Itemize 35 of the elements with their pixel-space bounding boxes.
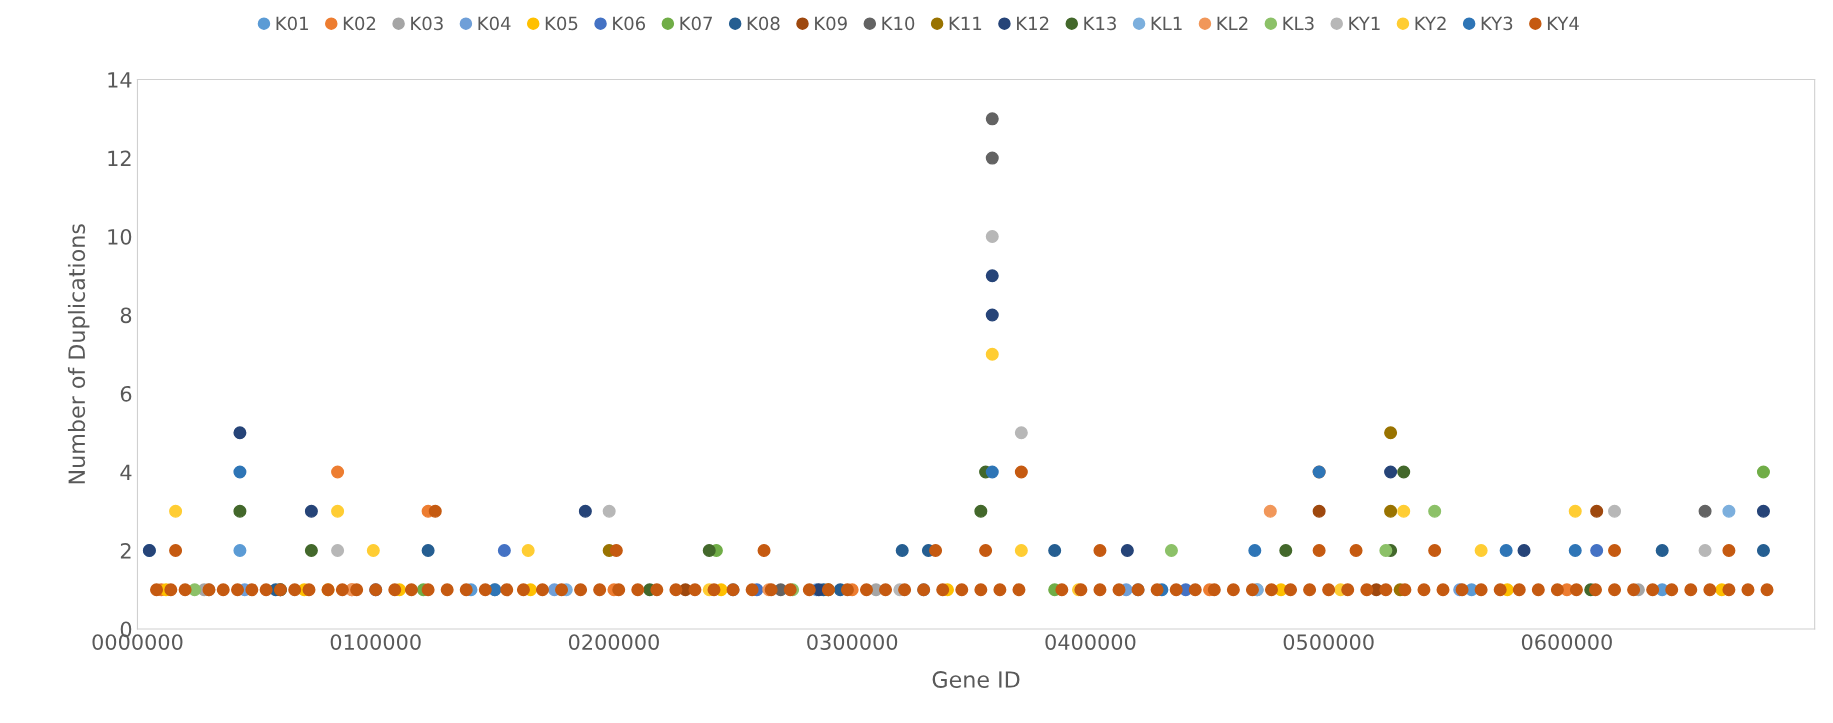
- legend-label: K12: [1017, 16, 1049, 30]
- y-tick-label: 12: [108, 150, 131, 166]
- legend-label: KL2: [1217, 16, 1248, 30]
- x-tick-label: 0400000: [1045, 634, 1136, 650]
- legend-label: K03: [411, 16, 443, 31]
- x-axis-title: Gene ID: [932, 671, 1020, 688]
- legend-label: K08: [747, 16, 780, 31]
- legend-label: K01: [276, 16, 308, 31]
- x-tick-label: 0200000: [568, 634, 659, 650]
- x-tick-label: 0600000: [1521, 634, 1612, 650]
- legend-label: KY2: [1415, 16, 1446, 30]
- y-tick-label: 14: [108, 72, 132, 88]
- y-tick-label: 8: [120, 307, 132, 324]
- legend-label: KL3: [1283, 16, 1314, 31]
- legend-label: K04: [478, 16, 511, 31]
- legend-label: K06: [613, 16, 646, 31]
- legend-label: KY3: [1481, 16, 1513, 31]
- x-tick-label: 0300000: [807, 634, 898, 650]
- y-tick-label: 4: [120, 464, 132, 480]
- legend-label: K05: [545, 16, 578, 31]
- legend-label: KY1: [1349, 16, 1380, 30]
- y-tick-label: 6: [120, 385, 132, 402]
- x-tick-label: 0500000: [1283, 634, 1374, 650]
- x-tick-label: 0100000: [330, 634, 421, 650]
- legend-label: K02: [343, 16, 376, 31]
- y-tick-label: 2: [120, 542, 131, 559]
- legend-label: K13: [1084, 16, 1116, 31]
- legend-label: KY4: [1547, 16, 1579, 30]
- y-tick-label: 10: [108, 228, 132, 245]
- legend-label: K10: [882, 16, 915, 31]
- legend-label: K09: [815, 16, 847, 31]
- legend-label: K07: [680, 16, 712, 31]
- legend-label: KL1: [1151, 16, 1182, 30]
- y-axis-title: Number of Duplications: [67, 224, 90, 484]
- legend-label: K11: [949, 16, 982, 30]
